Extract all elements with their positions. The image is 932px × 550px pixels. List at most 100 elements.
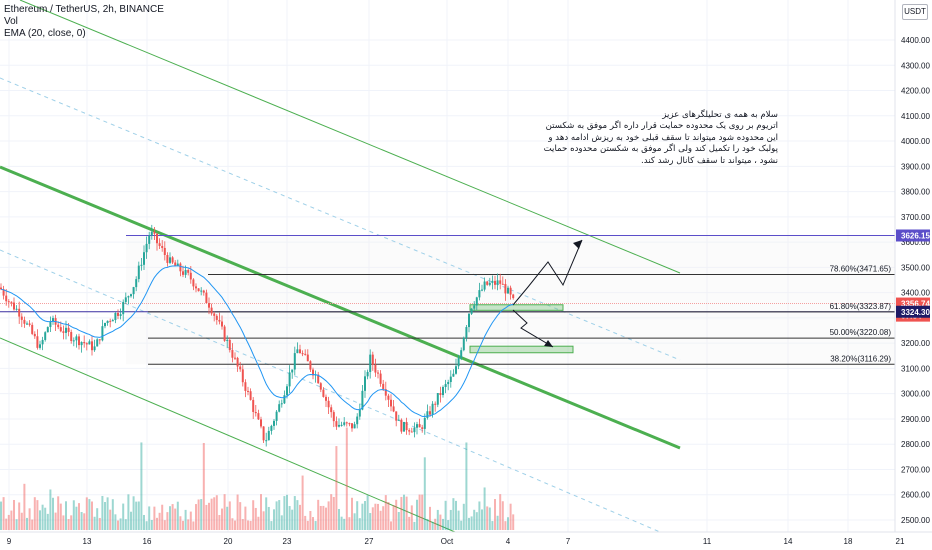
candle-body <box>286 386 288 396</box>
volume-bar <box>158 512 161 530</box>
volume-bar <box>44 507 47 530</box>
candle-body <box>434 403 437 405</box>
volume-bar <box>286 494 288 530</box>
volume-bar <box>18 502 21 530</box>
y-tick-label: 3500.00 <box>901 263 930 272</box>
price-axis-bg <box>895 0 932 550</box>
candle-body <box>161 245 164 248</box>
candle-body <box>468 313 470 328</box>
volume-bar <box>343 518 346 530</box>
candle-body <box>325 396 327 401</box>
y-tick-label: 3900.00 <box>901 162 930 171</box>
candle-body <box>179 263 182 272</box>
candle-body <box>18 308 21 317</box>
candle-body <box>410 431 413 433</box>
volume-bar <box>369 513 372 530</box>
candle-body <box>418 424 421 428</box>
candle-body <box>436 393 439 405</box>
candle-body <box>122 301 125 315</box>
volume-bar <box>455 500 457 530</box>
x-tick-label: 16 <box>143 537 152 546</box>
candle-body <box>254 411 257 414</box>
y-tick-label: 2800.00 <box>901 440 930 449</box>
volume-bar <box>75 506 78 530</box>
volume-bar <box>59 503 62 530</box>
candle-body <box>465 327 468 338</box>
volume-bar <box>197 499 200 530</box>
candle-body <box>148 235 151 244</box>
ema-label[interactable]: EMA (20, close, 0) <box>4 28 86 39</box>
candle-body <box>143 252 145 265</box>
volume-bar <box>299 504 301 530</box>
candle-body <box>460 350 463 359</box>
candle-body <box>140 264 143 266</box>
volume-label[interactable]: Vol <box>4 16 18 27</box>
volume-bar <box>348 517 351 530</box>
candle-body <box>488 282 491 285</box>
candle-body <box>400 419 403 432</box>
volume-bar <box>309 510 312 530</box>
volume-bar <box>7 514 10 530</box>
volume-bar <box>460 520 463 530</box>
candle-body <box>184 270 187 275</box>
volume-bar <box>0 501 2 530</box>
candle-body <box>239 366 242 370</box>
candle-body <box>283 395 286 404</box>
candle-body <box>442 387 444 396</box>
volume-bar <box>15 519 18 530</box>
candle-body <box>473 305 476 309</box>
volume-bar <box>392 505 395 530</box>
candle-body <box>210 307 213 314</box>
candle-body <box>62 331 65 333</box>
volume-bar <box>314 521 317 530</box>
candle-body <box>33 333 36 337</box>
volume-bar <box>270 521 273 530</box>
volume-bar <box>462 503 465 530</box>
volume-bar <box>163 520 166 530</box>
candle-body <box>288 372 291 387</box>
price-badge-label: 3356.74 <box>901 300 930 309</box>
volume-bar <box>358 518 361 530</box>
currency-badge[interactable]: USDT <box>902 4 928 20</box>
volume-bar <box>504 521 507 530</box>
volume-bar <box>106 497 109 530</box>
volume-bar <box>88 499 91 530</box>
volume-bar <box>410 505 413 530</box>
volume-bar <box>176 501 179 530</box>
candle-body <box>106 320 109 324</box>
volume-bar <box>447 520 450 530</box>
candle-body <box>111 320 114 322</box>
candle-body <box>397 419 400 421</box>
volume-bar <box>260 494 262 530</box>
candle-body <box>319 383 322 390</box>
volume-bar <box>338 508 340 530</box>
fib-label: 78.60%(3471.65) <box>830 265 892 274</box>
candle-body <box>221 321 223 327</box>
volume-bar <box>143 514 145 530</box>
volume-bar <box>104 502 106 530</box>
x-tick-label: Oct <box>441 537 454 546</box>
candle-body <box>171 257 174 263</box>
candle-body <box>330 407 333 413</box>
candle-body <box>327 400 330 408</box>
candle-body <box>361 390 364 410</box>
volume-bar <box>223 494 226 530</box>
candle-body <box>226 339 229 341</box>
x-tick-label: 7 <box>566 537 571 546</box>
candle-body <box>28 323 31 325</box>
volume-bar <box>496 515 499 530</box>
price-badge-label: 3324.30 <box>901 308 930 317</box>
candle-body <box>49 321 52 328</box>
candle-body <box>278 404 281 412</box>
candle-body <box>335 421 338 427</box>
volume-bar <box>72 500 75 530</box>
volume-bar <box>10 510 13 530</box>
note-line: این محدوده شود میتواند تا سقف قبلی خود ب… <box>548 132 778 143</box>
candle-body <box>265 440 268 442</box>
x-tick-label: 4 <box>506 537 511 546</box>
time-axis-bg <box>0 532 932 550</box>
symbol-title[interactable]: Ethereum / TetherUS, 2h, BINANCE <box>4 4 164 15</box>
candle-body <box>275 411 278 421</box>
